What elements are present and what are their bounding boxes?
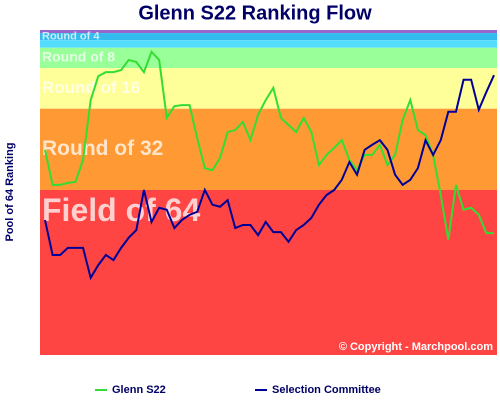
band xyxy=(40,40,497,48)
band-label: Round of 32 xyxy=(42,137,163,160)
band xyxy=(40,108,497,190)
legend-label: Selection Committee xyxy=(272,384,381,396)
series-line xyxy=(44,49,494,240)
band xyxy=(40,47,497,69)
band-label: Round of 4 xyxy=(42,31,100,43)
legend-label: Glenn S22 xyxy=(112,384,166,396)
band xyxy=(40,30,497,34)
band-label: Field of 64 xyxy=(42,192,200,228)
band xyxy=(40,33,497,41)
chart-title: Glenn S22 Ranking Flow xyxy=(138,2,372,24)
band-label: Round of 16 xyxy=(42,78,140,97)
series-line xyxy=(44,74,495,281)
band xyxy=(40,189,497,355)
y-axis-label: Pool of 64 Ranking xyxy=(4,142,16,241)
band xyxy=(40,68,497,109)
copyright: © Copyright - Marchpool.com xyxy=(339,341,493,353)
band-label: Round of 8 xyxy=(42,49,115,65)
